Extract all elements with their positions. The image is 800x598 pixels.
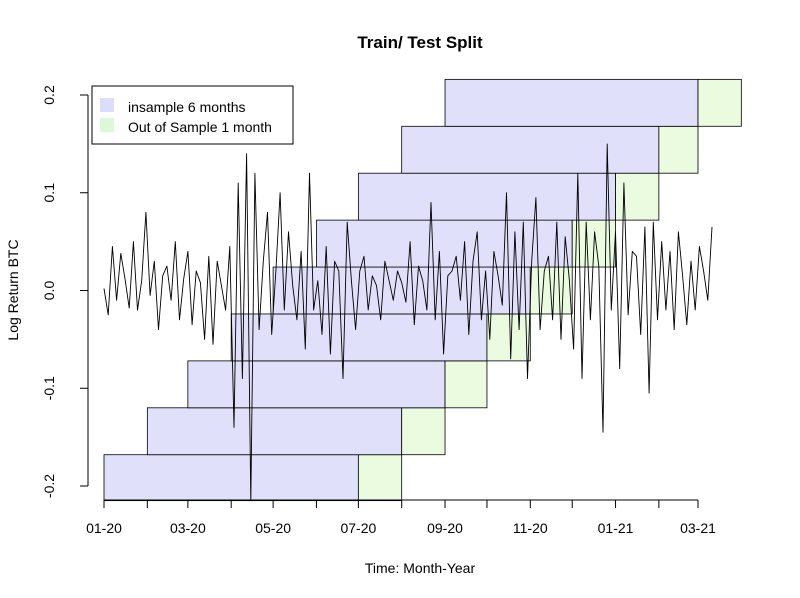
y-tick-label: -0.2 [41,474,57,498]
outsample-window-1 [357,454,403,502]
insample-window-1 [103,454,359,502]
insample-window-7 [357,172,616,221]
insample-window-3 [187,360,446,409]
legend: insample 6 months Out of Sample 1 month [91,85,294,145]
legend-box [91,85,294,145]
y-tick-label: 0.1 [41,183,57,203]
insample-window-9 [444,78,699,127]
legend-swatch-outsample [100,118,114,132]
log-return-series-line [103,143,713,502]
insample-window-4 [230,313,488,362]
x-axis-title: Time: Month-Year [365,560,476,576]
x-tick-label: 03-21 [680,520,716,536]
insample-window-8 [401,125,660,174]
legend-label-insample: insample 6 months [128,99,246,115]
outsample-window-5 [529,266,573,315]
outsample-window-7 [615,172,660,221]
legend-label-outsample: Out of Sample 1 month [128,119,272,135]
axes: 01-20 03-20 05-20 07-20 09-20 11-20 01-21 03-21… [41,85,716,536]
y-tick-label: -0.1 [41,376,57,400]
series-layer [103,143,713,502]
x-tick-label: 05-20 [255,520,291,536]
train-test-windows [103,78,742,502]
outsample-window-2 [401,407,446,456]
outsample-window-9 [697,78,742,127]
chart-title: Train/ Test Split [357,33,483,52]
x-tick-label: 09-20 [427,520,463,536]
y-tick-label: 0.2 [41,85,57,105]
x-tick-label: 07-20 [340,520,376,536]
outsample-window-8 [658,125,699,174]
outsample-window-3 [444,360,488,409]
x-tick-label: 01-21 [598,520,634,536]
insample-window-2 [146,407,403,456]
legend-swatch-insample [100,98,114,112]
y-axis-title: Log Return BTC [5,239,21,340]
y-tick-label: 0.0 [41,281,57,301]
outsample-window-4 [486,313,531,362]
x-tick-label: 11-20 [513,520,548,536]
x-tick-label: 01-20 [86,520,122,536]
x-tick-label: 03-20 [170,520,206,536]
